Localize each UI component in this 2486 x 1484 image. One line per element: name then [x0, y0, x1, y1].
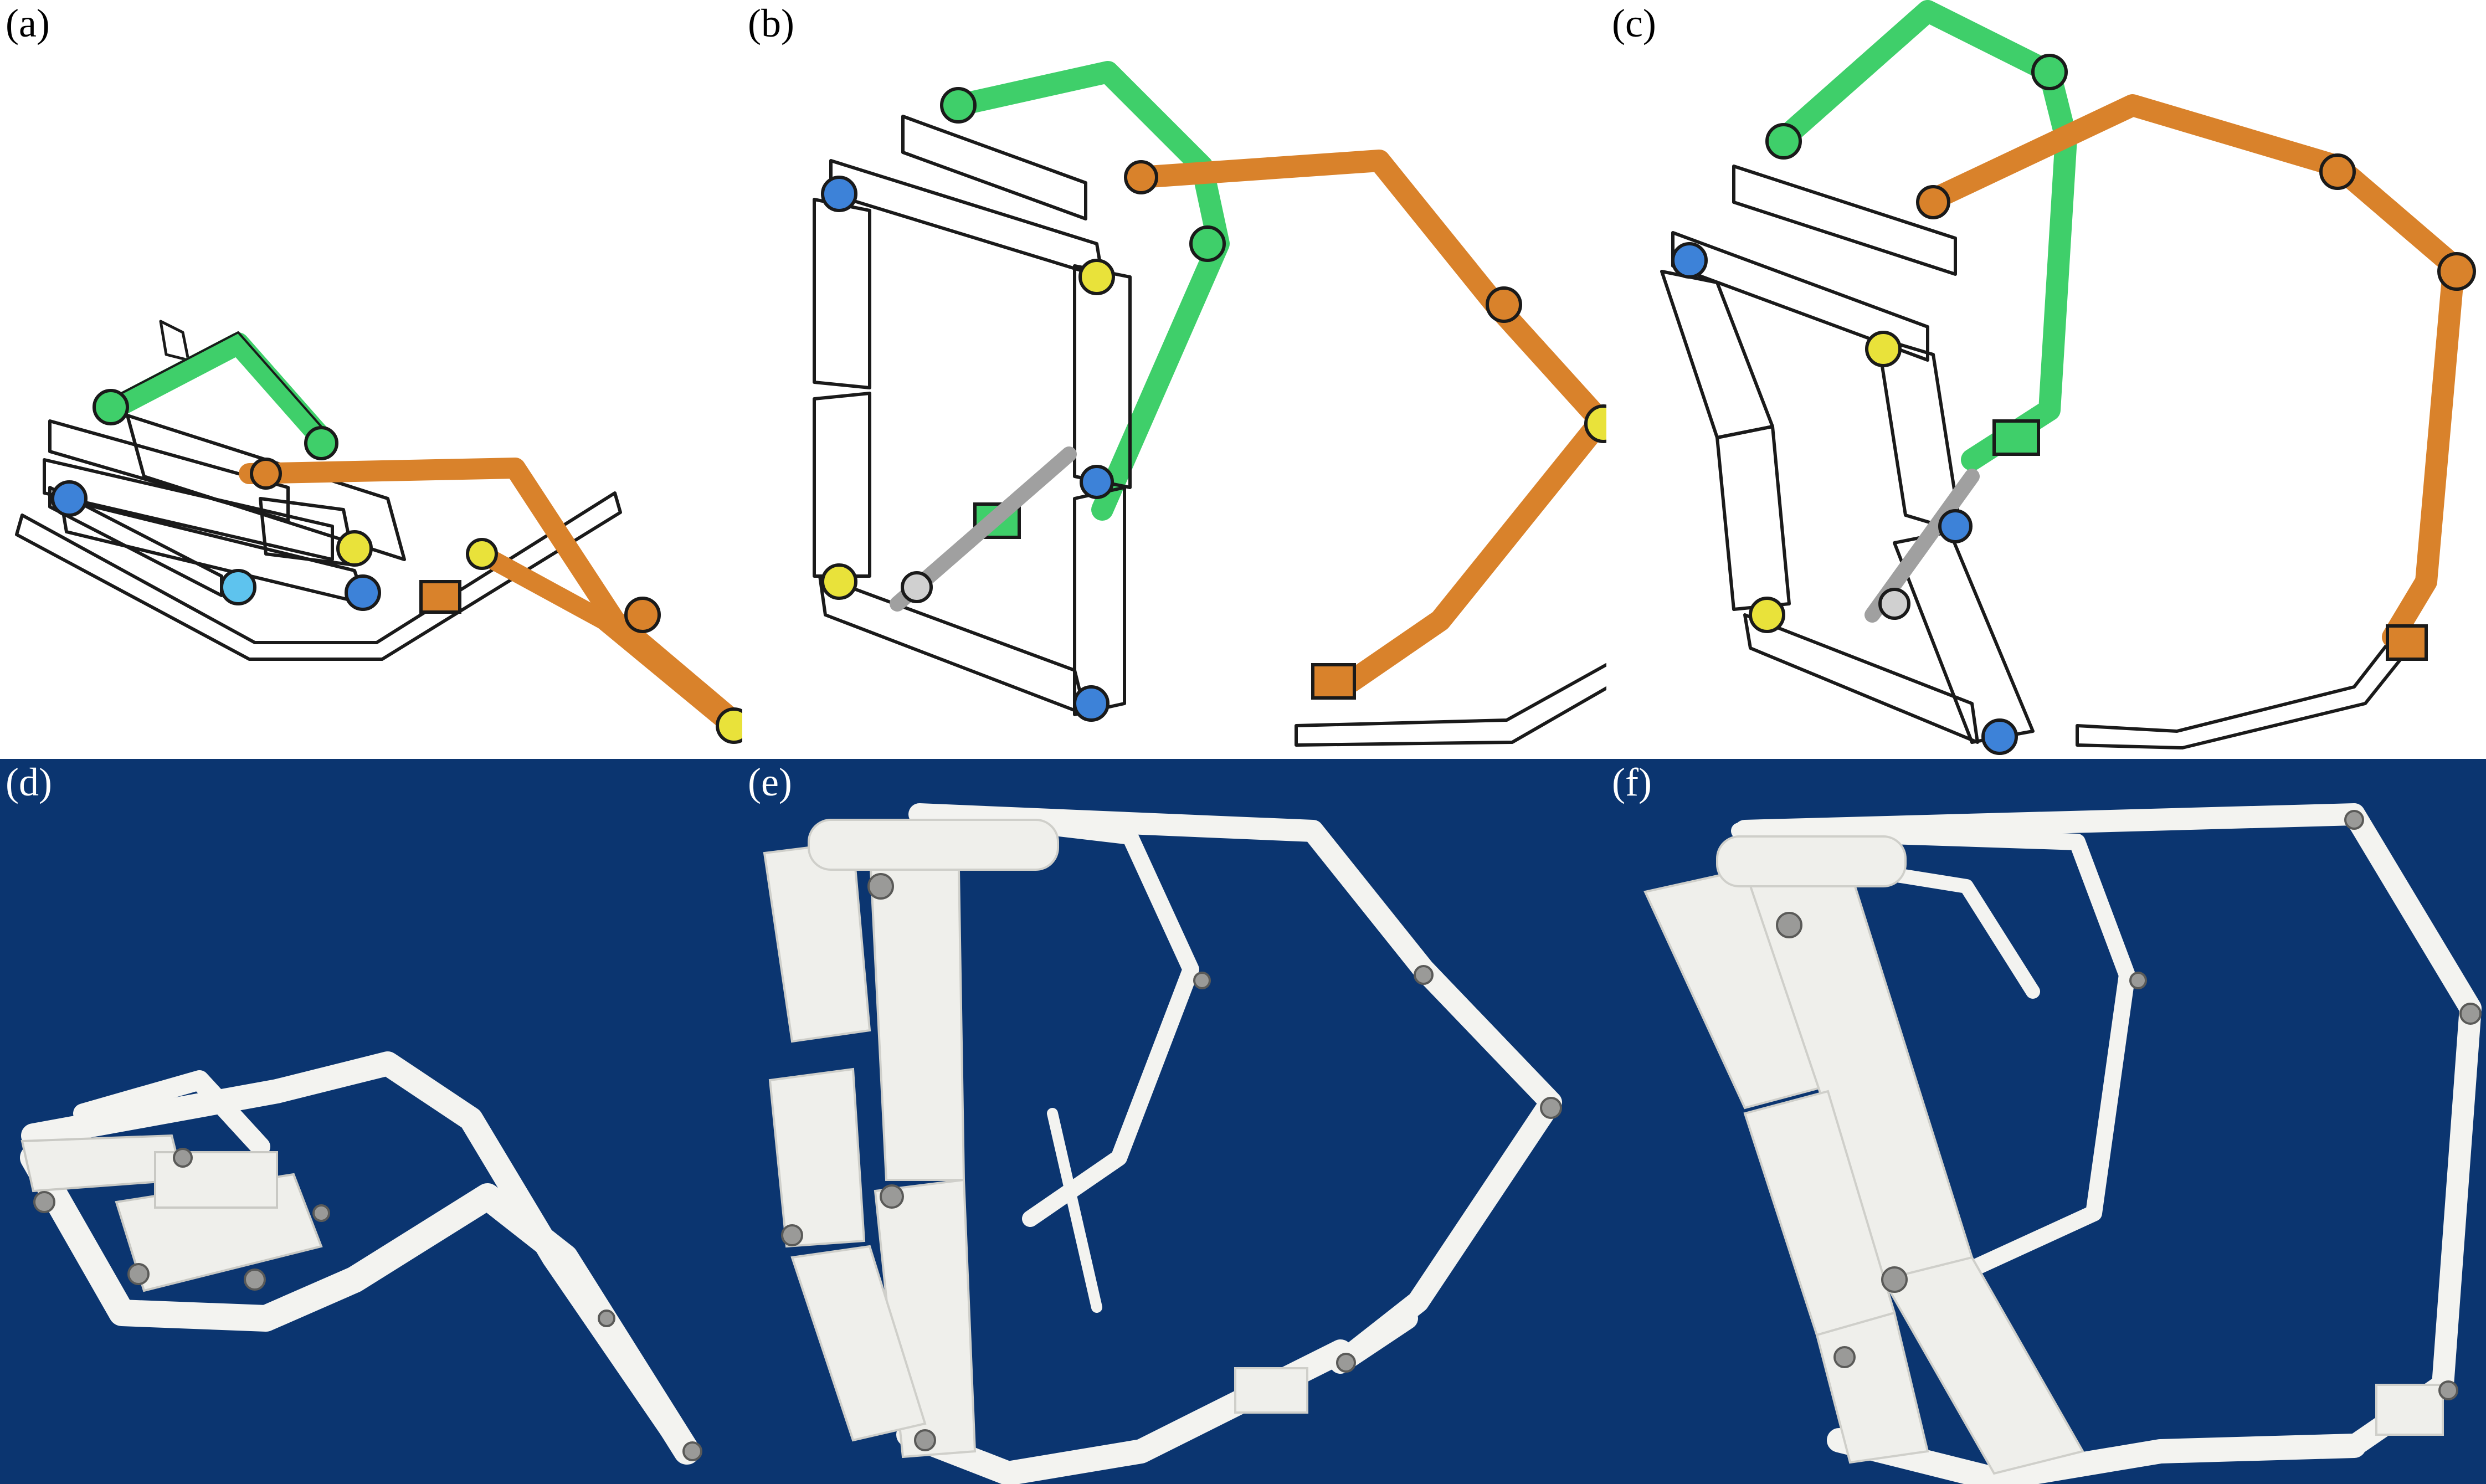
partially-deployed-prototype-photo [763, 803, 1562, 1484]
panel-c: (c) [1606, 0, 2486, 759]
deployed-prototype-photo [1643, 803, 2482, 1484]
panel-label: (e) [748, 760, 792, 804]
partially-deployed-mechanism-render [813, 61, 1606, 747]
panel-label: (c) [1612, 1, 1656, 45]
panel-e: (e) [742, 759, 1606, 1484]
panel-b: (b) [742, 0, 1606, 759]
folded-mechanism-render [15, 320, 742, 744]
panel-a: (a) [0, 0, 742, 759]
panel-f: (f) [1606, 759, 2486, 1484]
folded-prototype-photo [20, 1051, 702, 1465]
panel-label: (d) [6, 760, 52, 804]
panel-label: (a) [6, 1, 50, 45]
panel-label: (b) [748, 1, 794, 45]
deployed-mechanism-render [1660, 0, 2476, 755]
prototype-photos-row: (d) (e) [0, 759, 2486, 1484]
cad-renders-row: (a) [0, 0, 2486, 759]
panel-d: (d) [0, 759, 742, 1484]
panel-label: (f) [1612, 760, 1652, 804]
